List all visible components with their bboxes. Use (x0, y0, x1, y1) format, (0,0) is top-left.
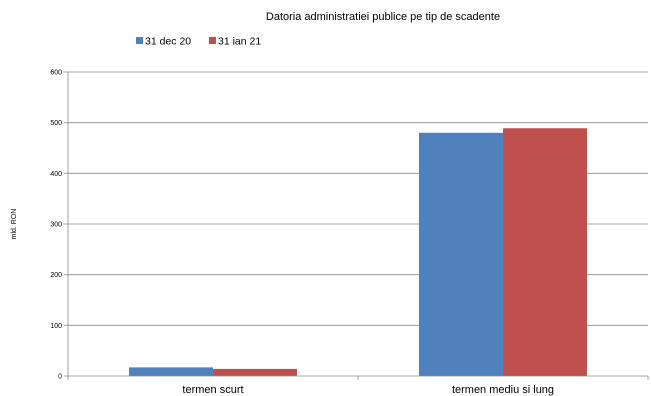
x-axis-categories: termen scurt termen mediu si lung (182, 384, 554, 396)
legend-label-series-1: 31 dec 20 (145, 36, 191, 48)
bar (129, 367, 213, 376)
x-category-label: termen scurt (182, 384, 243, 396)
y-tick-label: 200 (50, 272, 62, 279)
y-tick-label: 0 (58, 374, 62, 381)
legend-swatch-series-1 (136, 37, 143, 44)
y-tick-label: 400 (50, 171, 62, 178)
y-axis-label: mld. RON (11, 209, 18, 240)
axes (67, 72, 649, 380)
y-tick-label: 500 (50, 120, 62, 127)
legend-swatch-series-2 (209, 37, 216, 44)
chart-title: Datoria administratiei publice pe tip de… (266, 11, 500, 23)
y-tick-label: 600 (50, 70, 62, 77)
y-axis-ticks: 0 100 200 300 400 500 600 (50, 70, 68, 381)
legend-label-series-2: 31 ian 21 (218, 36, 261, 48)
x-category-label: termen mediu si lung (452, 384, 554, 396)
bar (213, 368, 297, 376)
bar (503, 128, 587, 376)
bar (419, 132, 503, 376)
y-tick-label: 100 (50, 323, 62, 330)
y-tick-label: 300 (50, 222, 62, 229)
bars (129, 128, 587, 376)
legend: 31 dec 20 31 ian 21 (136, 36, 261, 48)
